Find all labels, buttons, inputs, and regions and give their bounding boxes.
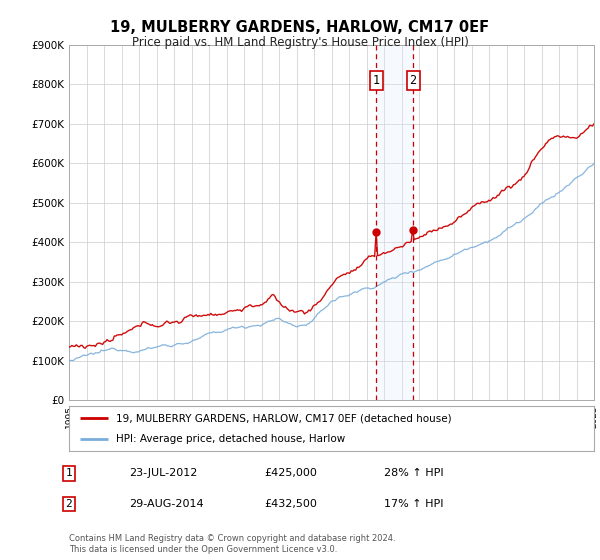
Bar bbox=[376, 45, 413, 400]
Text: 19, MULBERRY GARDENS, HARLOW, CM17 0EF: 19, MULBERRY GARDENS, HARLOW, CM17 0EF bbox=[110, 20, 490, 35]
Text: Contains HM Land Registry data © Crown copyright and database right 2024.
This d: Contains HM Land Registry data © Crown c… bbox=[69, 534, 395, 554]
Text: £425,000: £425,000 bbox=[264, 468, 317, 478]
Text: 17% ↑ HPI: 17% ↑ HPI bbox=[384, 499, 443, 509]
Text: 28% ↑ HPI: 28% ↑ HPI bbox=[384, 468, 443, 478]
Text: HPI: Average price, detached house, Harlow: HPI: Average price, detached house, Harl… bbox=[116, 433, 346, 444]
Text: 1: 1 bbox=[373, 74, 380, 87]
Text: Price paid vs. HM Land Registry's House Price Index (HPI): Price paid vs. HM Land Registry's House … bbox=[131, 36, 469, 49]
Text: 19, MULBERRY GARDENS, HARLOW, CM17 0EF (detached house): 19, MULBERRY GARDENS, HARLOW, CM17 0EF (… bbox=[116, 413, 452, 423]
Text: 2: 2 bbox=[409, 74, 416, 87]
Text: £432,500: £432,500 bbox=[264, 499, 317, 509]
Text: 2: 2 bbox=[65, 499, 73, 509]
Text: 1: 1 bbox=[65, 468, 73, 478]
Text: 29-AUG-2014: 29-AUG-2014 bbox=[129, 499, 203, 509]
Text: 23-JUL-2012: 23-JUL-2012 bbox=[129, 468, 197, 478]
